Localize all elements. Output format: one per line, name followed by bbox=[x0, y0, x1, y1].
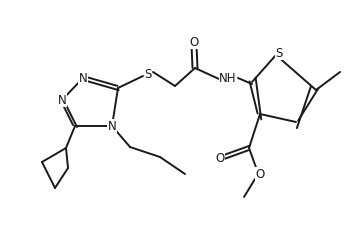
Text: NH: NH bbox=[219, 72, 237, 85]
Text: O: O bbox=[190, 36, 199, 49]
Text: N: N bbox=[58, 94, 66, 106]
Text: O: O bbox=[216, 151, 225, 164]
Text: S: S bbox=[144, 68, 152, 81]
Text: N: N bbox=[79, 72, 87, 85]
Text: N: N bbox=[108, 119, 116, 132]
Text: O: O bbox=[255, 168, 265, 181]
Text: S: S bbox=[275, 46, 283, 59]
